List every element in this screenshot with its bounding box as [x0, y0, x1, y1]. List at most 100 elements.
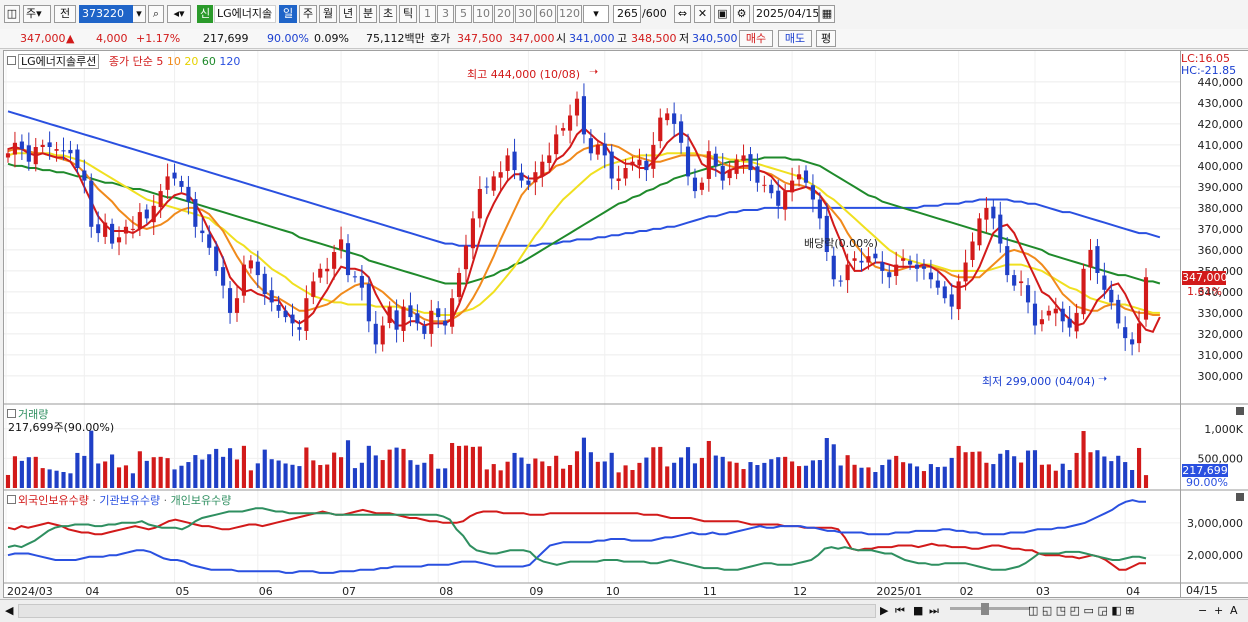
volume-bar: [387, 449, 392, 488]
candle-body: [429, 310, 434, 334]
ask-price-1: 347,500: [457, 32, 503, 45]
tab-period-month[interactable]: 월: [319, 5, 337, 23]
current-price: 347,000: [20, 32, 66, 45]
candle-body: [512, 151, 517, 171]
panel-menu-icon[interactable]: [1236, 407, 1244, 415]
panel-handle-icon[interactable]: [7, 495, 16, 504]
volume-bar: [1095, 450, 1100, 488]
candle-body: [193, 199, 198, 227]
scroll-left-icon[interactable]: ◀: [5, 604, 14, 617]
tab-period-tick[interactable]: 틱: [399, 5, 417, 23]
minute-3-button[interactable]: 3: [437, 5, 454, 23]
candle-body: [505, 155, 510, 171]
speaker-icon[interactable]: ◂▾: [167, 5, 191, 23]
gear-icon[interactable]: ⚙: [733, 5, 750, 23]
candle-body: [477, 189, 482, 219]
tab-period-second[interactable]: 초: [379, 5, 397, 23]
last-page-icon[interactable]: ⏭: [929, 604, 939, 617]
volume-bar: [796, 466, 802, 488]
tab-period-year[interactable]: 년: [339, 5, 357, 23]
candle-body: [1005, 246, 1010, 276]
candle-body: [89, 180, 94, 227]
candle-body: [845, 264, 850, 281]
calendar-icon[interactable]: ▦: [819, 5, 835, 23]
search-icon[interactable]: ⌕: [148, 5, 164, 23]
chart-svg: 2024/03 04 05 06 07 08 09 10 11 12 2025/01 02 03 04: [4, 51, 1180, 597]
volume-bar: [755, 465, 760, 488]
minute-30-button[interactable]: 30: [515, 5, 535, 23]
volume-bar: [1067, 469, 1072, 488]
time-tick-label: 09: [529, 585, 543, 597]
minute-120-button[interactable]: 120: [557, 5, 582, 23]
crosshair-icon[interactable]: ✕: [694, 5, 711, 23]
tab-period-day[interactable]: 일: [279, 5, 297, 23]
time-tick-label: 2025/01: [876, 585, 922, 597]
indicator-name[interactable]: LG에너지솔루션: [18, 54, 100, 69]
first-page-icon[interactable]: ⏮: [895, 604, 905, 617]
eval-button[interactable]: 평: [816, 30, 836, 47]
minute-10-button[interactable]: 10: [473, 5, 493, 23]
volume-bar: [470, 446, 475, 488]
scroll-right-icon[interactable]: ▶: [880, 604, 889, 617]
layout-icon[interactable]: ◫: [4, 5, 20, 23]
expand-icon[interactable]: ⇔: [674, 5, 691, 23]
volume-bar: [887, 459, 892, 488]
interval-select[interactable]: ▾: [583, 5, 609, 23]
candle-body: [824, 215, 829, 252]
panel-menu-icon[interactable]: [1236, 493, 1244, 501]
tab-period-week[interactable]: 주: [299, 5, 317, 23]
minute-20-button[interactable]: 20: [494, 5, 514, 23]
zoom-out-icon[interactable]: −: [1198, 604, 1208, 617]
candle-body: [1032, 303, 1038, 326]
sell-button[interactable]: 매도: [778, 30, 812, 47]
time-tick-label: 05: [176, 585, 190, 597]
scroll-bar[interactable]: ◀ ▶ ⏮ ■ ⏭ ◫ ◱ ◳ ◰ ▭ ◲ ◧ ⊞ − + A: [0, 599, 1248, 622]
candle-body: [880, 262, 885, 271]
holding-line: [7, 499, 1146, 574]
volume-bar: [422, 462, 427, 488]
minute-1-button[interactable]: 1: [419, 5, 436, 23]
volume-bar: [977, 451, 982, 488]
zoom-slider[interactable]: [950, 607, 1030, 610]
candle-body: [227, 288, 233, 313]
volume-bar: [547, 466, 552, 488]
minute-5-button[interactable]: 5: [455, 5, 472, 23]
chart-canvas[interactable]: 2024/03 04 05 06 07 08 09 10 11 12 2025/01 02 03 04 L…: [3, 50, 1181, 598]
volume-bar: [567, 465, 573, 488]
chart-type-icon[interactable]: ◫ ◱ ◳ ◰ ▭ ◲ ◧ ⊞: [1028, 604, 1135, 617]
candle-body: [144, 209, 149, 219]
buy-button[interactable]: 매수: [739, 30, 773, 47]
volume-bar: [123, 465, 129, 488]
volume-bar: [685, 447, 691, 488]
legend-ma20: 20: [184, 55, 199, 68]
code-input[interactable]: 373220: [79, 5, 133, 23]
candle-body: [1019, 281, 1024, 284]
panel-handle-icon[interactable]: [7, 56, 16, 65]
volume-bar: [311, 460, 316, 488]
candle-body: [873, 253, 878, 259]
font-size-icon[interactable]: A: [1230, 604, 1238, 617]
date-input[interactable]: 2025/04/15: [753, 5, 819, 23]
minute-60-button[interactable]: 60: [536, 5, 556, 23]
candle-body: [394, 310, 399, 330]
zoom-in-icon[interactable]: +: [1214, 604, 1224, 617]
scroll-track[interactable]: [18, 604, 876, 618]
stop-icon[interactable]: ■: [913, 604, 924, 617]
candle-body: [852, 258, 857, 261]
prev-button[interactable]: 전: [54, 5, 76, 23]
candle-body: [554, 134, 559, 155]
zoom-slider-handle[interactable]: [981, 603, 989, 615]
count-input[interactable]: 265: [613, 5, 641, 23]
market-select[interactable]: 주▾: [23, 5, 51, 23]
candle-body: [436, 308, 441, 318]
save-icon[interactable]: ▣: [714, 5, 731, 23]
candle-body: [248, 260, 253, 269]
panel-handle-icon[interactable]: [7, 409, 16, 418]
volume-bar: [658, 446, 663, 488]
code-dropdown-icon[interactable]: ▾: [133, 5, 146, 23]
volume-bar: [463, 445, 469, 488]
price-axis[interactable]: 300,000310,000320,000330,000340,000350,0…: [1181, 50, 1248, 598]
candle-body: [463, 245, 469, 270]
tab-period-minute[interactable]: 분: [359, 5, 377, 23]
volume-bar: [269, 459, 274, 488]
